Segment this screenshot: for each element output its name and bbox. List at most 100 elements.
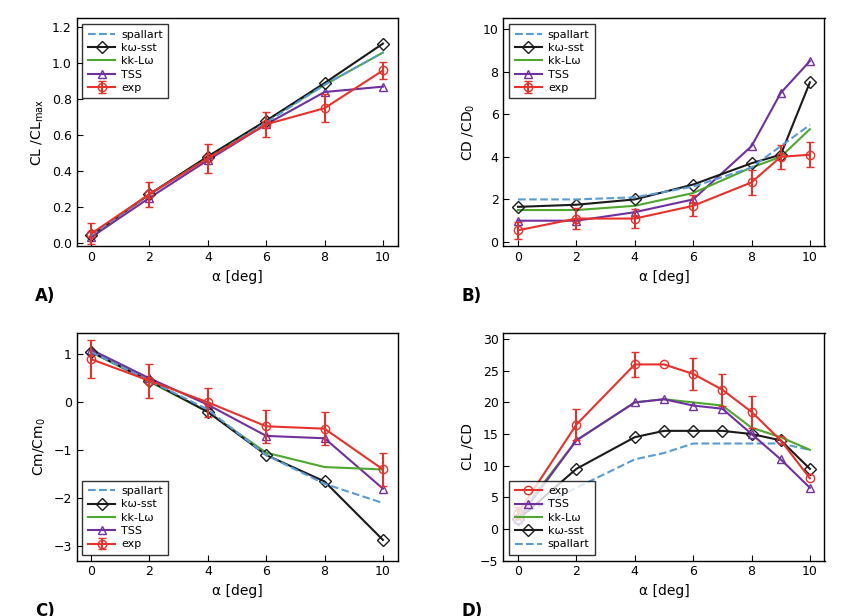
kk-Lω: [805, 126, 815, 133]
Line: kω-sst: kω-sst: [514, 78, 814, 211]
kk-Lω: [203, 408, 213, 416]
spallart: [320, 480, 330, 487]
Line: kω-sst: kω-sst: [514, 427, 814, 524]
TSS: [513, 516, 523, 523]
spallart: [805, 121, 815, 129]
kk-Lω: [571, 206, 581, 214]
spallart: [378, 49, 388, 56]
kk-Lω: [513, 206, 523, 214]
spallart: [571, 484, 581, 492]
TSS: [203, 401, 213, 408]
kω-sst: [320, 79, 330, 87]
spallart: [688, 183, 698, 190]
Legend: spallart, kω-sst, kk-Lω, TSS, exp: spallart, kω-sst, kk-Lω, TSS, exp: [509, 24, 595, 99]
Line: TSS: TSS: [87, 346, 387, 493]
spallart: [261, 119, 271, 126]
kk-Lω: [717, 402, 728, 409]
spallart: [203, 155, 213, 162]
TSS: [144, 194, 155, 201]
Line: kk-Lω: kk-Lω: [518, 399, 810, 516]
spallart: [659, 449, 669, 456]
TSS: [378, 83, 388, 91]
Line: kk-Lω: kk-Lω: [91, 352, 383, 469]
Legend: exp, TSS, kk-Lω, kω-sst, spallart: exp, TSS, kk-Lω, kω-sst, spallart: [509, 480, 595, 555]
kk-Lω: [513, 513, 523, 520]
Line: TSS: TSS: [87, 83, 387, 241]
spallart: [86, 232, 96, 239]
TSS: [320, 435, 330, 442]
kk-Lω: [320, 81, 330, 89]
kk-Lω: [378, 49, 388, 56]
Line: TSS: TSS: [514, 57, 814, 225]
Line: kk-Lω: kk-Lω: [91, 52, 383, 235]
TSS: [144, 375, 155, 382]
spallart: [775, 142, 785, 150]
kω-sst: [746, 431, 756, 438]
kk-Lω: [203, 153, 213, 160]
TSS: [659, 395, 669, 403]
kω-sst: [86, 232, 96, 239]
kω-sst: [775, 437, 785, 444]
kω-sst: [203, 408, 213, 416]
kω-sst: [630, 434, 640, 441]
kk-Lω: [746, 164, 756, 171]
Line: kω-sst: kω-sst: [87, 348, 387, 544]
kω-sst: [144, 190, 155, 198]
kk-Lω: [86, 348, 96, 355]
X-axis label: α [deg]: α [deg]: [212, 270, 263, 283]
spallart: [86, 348, 96, 355]
spallart: [144, 190, 155, 198]
spallart: [775, 440, 785, 447]
TSS: [688, 402, 698, 409]
exp: [688, 370, 698, 378]
TSS: [775, 456, 785, 463]
X-axis label: α [deg]: α [deg]: [212, 584, 263, 598]
spallart: [805, 446, 815, 453]
spallart: [513, 196, 523, 203]
TSS: [203, 156, 213, 164]
kk-Lω: [775, 153, 785, 161]
kω-sst: [805, 465, 815, 472]
kω-sst: [261, 452, 271, 459]
TSS: [688, 196, 698, 203]
Line: spallart: spallart: [518, 444, 810, 516]
spallart: [717, 440, 728, 447]
TSS: [775, 89, 785, 97]
kω-sst: [261, 117, 271, 124]
spallart: [746, 164, 756, 171]
X-axis label: α [deg]: α [deg]: [638, 270, 689, 283]
kω-sst: [378, 537, 388, 544]
exp: [571, 421, 581, 428]
kω-sst: [571, 465, 581, 472]
kω-sst: [144, 377, 155, 384]
TSS: [320, 88, 330, 95]
spallart: [203, 406, 213, 413]
exp: [805, 474, 815, 482]
X-axis label: α [deg]: α [deg]: [638, 584, 689, 598]
TSS: [261, 432, 271, 440]
Y-axis label: CL /CL$_\mathrm{max}$: CL /CL$_\mathrm{max}$: [30, 99, 46, 166]
spallart: [630, 456, 640, 463]
kω-sst: [746, 160, 756, 167]
kk-Lω: [144, 378, 155, 386]
TSS: [86, 233, 96, 241]
kω-sst: [203, 153, 213, 160]
TSS: [746, 431, 756, 438]
Legend: spallart, kω-sst, kk-Lω, TSS, exp: spallart, kω-sst, kk-Lω, TSS, exp: [82, 480, 168, 555]
exp: [659, 361, 669, 368]
exp: [630, 361, 640, 368]
kk-Lω: [320, 463, 330, 471]
kω-sst: [688, 181, 698, 188]
spallart: [144, 377, 155, 384]
Line: TSS: TSS: [514, 395, 814, 524]
kk-Lω: [378, 466, 388, 473]
kk-Lω: [144, 190, 155, 198]
spallart: [320, 81, 330, 89]
Text: A): A): [35, 287, 55, 306]
spallart: [261, 452, 271, 459]
kk-Lω: [659, 395, 669, 403]
TSS: [805, 484, 815, 492]
kω-sst: [630, 196, 640, 203]
spallart: [630, 193, 640, 201]
kω-sst: [513, 203, 523, 211]
